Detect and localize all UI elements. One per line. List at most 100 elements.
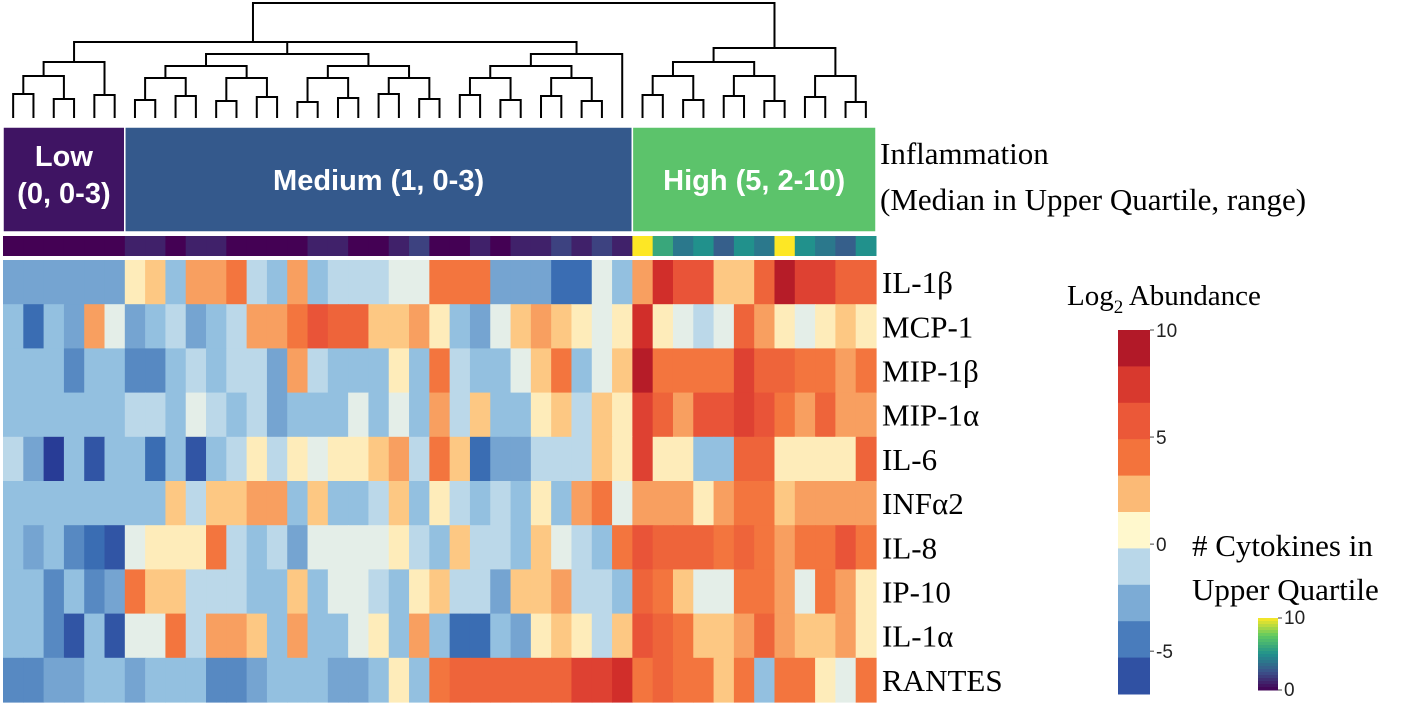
heatmap-cell xyxy=(672,260,694,305)
heatmap-cell xyxy=(185,260,207,305)
heatmap-cells xyxy=(3,260,877,703)
heatmap-cell xyxy=(287,304,309,349)
heatmap-cell xyxy=(185,569,207,615)
heatmap-cell xyxy=(632,613,654,659)
heatmap-cell xyxy=(490,304,512,349)
heatmap-cell xyxy=(43,525,65,570)
heatmap-cell xyxy=(307,569,329,615)
heatmap-cell xyxy=(368,613,390,659)
heatmap-cell xyxy=(388,525,410,570)
colorbar-tick-label: 10 xyxy=(1156,321,1177,342)
heatmap-cell xyxy=(23,392,45,438)
heatmap-cell xyxy=(266,657,288,703)
heatmap-cell xyxy=(246,436,268,482)
heatmap-cell xyxy=(733,569,755,615)
heatmap-cell xyxy=(632,348,654,394)
heatmap-cell xyxy=(632,304,654,349)
row-label: MIP-1β xyxy=(882,354,979,389)
heatmap-cell xyxy=(754,304,776,349)
heatmap-cell xyxy=(226,481,248,526)
count-cell xyxy=(84,236,106,256)
heatmap-cell xyxy=(551,657,573,703)
heatmap-cell xyxy=(307,481,329,526)
heatmap-cell xyxy=(206,569,227,615)
group-block-2 xyxy=(631,126,877,233)
heatmap-cell xyxy=(754,525,776,570)
heatmap-cell xyxy=(835,569,857,615)
heatmap-cell xyxy=(348,657,370,703)
heatmap-cell xyxy=(815,657,836,703)
count-cell xyxy=(307,236,329,256)
heatmap-cell xyxy=(124,348,146,394)
heatmap-cell xyxy=(429,481,451,526)
heatmap-cell xyxy=(266,348,288,394)
heatmap-cell xyxy=(612,260,633,305)
heatmap-cell xyxy=(469,304,491,349)
heatmap-cell xyxy=(104,569,126,615)
heatmap-cell xyxy=(815,569,836,615)
heatmap-cell xyxy=(165,304,187,349)
heatmap-cell xyxy=(368,481,390,526)
heatmap-cell xyxy=(591,657,613,703)
count-cell xyxy=(246,236,268,256)
heatmap-cell xyxy=(733,657,755,703)
count-colorbar-band xyxy=(1258,687,1278,691)
heatmap-cell xyxy=(469,436,491,482)
count-colorbar-band xyxy=(1258,684,1278,688)
heatmap-cell xyxy=(307,260,329,305)
heatmap-cell xyxy=(693,260,715,305)
heatmap-cell xyxy=(449,525,471,570)
heatmap-cell xyxy=(835,392,857,438)
heatmap-cell xyxy=(348,260,370,305)
heatmap-cell xyxy=(327,481,349,526)
heatmap-cell xyxy=(429,613,451,659)
count-cell xyxy=(368,236,390,256)
heatmap-cell xyxy=(855,392,877,438)
heatmap-cell xyxy=(145,525,167,570)
heatmap-cell xyxy=(287,260,309,305)
heatmap-cell xyxy=(226,392,248,438)
heatmap-cell xyxy=(206,260,227,305)
heatmap-cell xyxy=(469,613,491,659)
colorbar-title-base: Log xyxy=(1067,280,1114,312)
heatmap-cell xyxy=(469,481,491,526)
colorbar-band xyxy=(1118,402,1150,440)
heatmap-cell xyxy=(530,481,552,526)
heatmap-cell xyxy=(368,304,390,349)
heatmap-cell xyxy=(429,260,451,305)
heatmap-cell xyxy=(368,392,390,438)
heatmap-cell xyxy=(226,304,248,349)
heatmap-cell xyxy=(327,657,349,703)
heatmap-cell xyxy=(774,569,796,615)
count-colorbar-band xyxy=(1258,657,1278,661)
count-cell xyxy=(104,236,126,256)
heatmap-cell xyxy=(63,657,85,703)
count-colorbar-band xyxy=(1258,654,1278,658)
count-cell xyxy=(510,236,532,256)
heatmap-cell xyxy=(266,392,288,438)
colorbar-title: Log2 Abundance xyxy=(1067,280,1261,318)
count-colorbar-band xyxy=(1258,660,1278,664)
heatmap-cell xyxy=(672,657,694,703)
heatmap-cell xyxy=(23,613,45,659)
heatmap-cell xyxy=(815,392,836,438)
heatmap-cell xyxy=(774,304,796,349)
heatmap-cell xyxy=(815,481,836,526)
count-colorbar-band xyxy=(1258,648,1278,652)
heatmap-cell xyxy=(3,481,24,526)
heatmap-cell xyxy=(348,348,370,394)
heatmap-cell xyxy=(43,657,65,703)
heatmap-cell xyxy=(612,569,633,615)
heatmap-cell xyxy=(835,260,857,305)
heatmap-cell xyxy=(713,569,735,615)
heatmap-cell xyxy=(794,392,816,438)
heatmap-cell xyxy=(652,260,674,305)
count-colorbar-band xyxy=(1258,618,1278,622)
heatmap-cell xyxy=(23,348,45,394)
heatmap-cell xyxy=(185,481,207,526)
heatmap-cell xyxy=(591,348,613,394)
heatmap-cell xyxy=(3,613,24,659)
heatmap-cell xyxy=(713,613,735,659)
heatmap-cell xyxy=(84,525,106,570)
heatmap-cell xyxy=(165,525,187,570)
